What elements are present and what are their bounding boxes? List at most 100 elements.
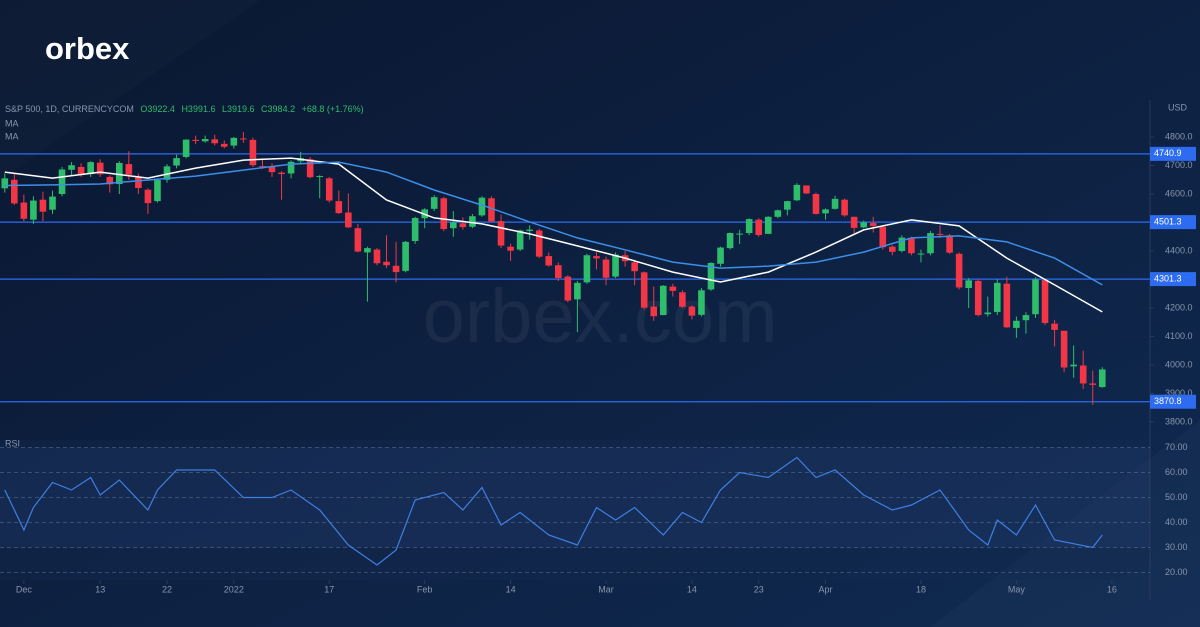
- x-tick-label: May: [1008, 584, 1026, 594]
- x-tick-label: 22: [162, 584, 172, 594]
- y-tick-label: 4000.0: [1165, 359, 1193, 369]
- y-tick-label: 50.00: [1165, 492, 1188, 502]
- rsi-pane: [0, 440, 1150, 580]
- candle-body: [1, 178, 9, 189]
- candle-body: [1022, 315, 1030, 321]
- x-tick-label: 17: [324, 584, 334, 594]
- candle-body: [593, 256, 600, 259]
- ohlc-low: L3919.6: [222, 104, 255, 114]
- candle-body: [154, 180, 161, 202]
- candle-body: [182, 139, 190, 157]
- candle-body: [497, 221, 505, 246]
- candle-body: [450, 222, 457, 229]
- candle-body: [345, 212, 352, 228]
- candle-body: [96, 162, 104, 175]
- candle-body: [822, 209, 829, 214]
- legend-entry: MA: [5, 118, 19, 128]
- candle-body: [1079, 365, 1087, 384]
- candle-body: [850, 216, 858, 228]
- candle-body: [774, 210, 782, 217]
- candle-body: [478, 197, 486, 216]
- candle-body: [230, 137, 238, 146]
- candle-body: [430, 197, 438, 209]
- candle-body: [106, 176, 114, 185]
- level-label-box: [1150, 272, 1196, 287]
- legend-entry: MA: [5, 131, 19, 141]
- candle-body: [869, 223, 877, 226]
- x-tick-label: Dec: [16, 584, 33, 594]
- candle-body: [574, 282, 581, 300]
- candle-body: [220, 143, 228, 147]
- candle-body: [392, 265, 400, 273]
- x-tick-label: 16: [1107, 584, 1117, 594]
- y-tick-label: 20.00: [1165, 567, 1188, 577]
- candle-body: [1060, 330, 1068, 368]
- candle-body: [908, 238, 915, 254]
- candle-body: [764, 216, 772, 234]
- candle-body: [784, 201, 791, 210]
- candle-body: [793, 184, 801, 201]
- candle-body: [49, 196, 56, 210]
- candle-body: [602, 259, 610, 278]
- candle-body: [440, 198, 448, 230]
- ma-line: [4, 157, 1103, 313]
- candle-body: [1089, 383, 1097, 385]
- level-label-box: [1150, 394, 1196, 409]
- candle-body: [879, 226, 887, 248]
- candle-body: [803, 185, 810, 194]
- candle-body: [240, 138, 247, 140]
- candle-body: [354, 228, 362, 252]
- watermark: orbex.com: [423, 274, 778, 359]
- candle-body: [325, 178, 333, 201]
- candle-body: [564, 276, 572, 301]
- candle-body: [306, 159, 314, 178]
- candle-body: [364, 248, 371, 253]
- y-tick-label: 3800.0: [1165, 416, 1193, 426]
- candle-body: [135, 176, 142, 189]
- candle-body: [1013, 320, 1020, 328]
- candle-body: [917, 253, 925, 255]
- candle-body: [554, 265, 562, 279]
- x-tick-label: Apr: [819, 584, 833, 594]
- candle-body: [650, 306, 658, 317]
- candle-body: [860, 222, 867, 228]
- x-tick-label: 14: [687, 584, 697, 594]
- candle-body: [1070, 364, 1077, 367]
- candle-body: [994, 282, 1001, 312]
- y-tick-label: 4600.0: [1165, 188, 1193, 198]
- y-tick-label: 30.00: [1165, 542, 1188, 552]
- candle-body: [20, 202, 28, 219]
- candle-body: [841, 199, 848, 216]
- candle-body: [545, 256, 553, 266]
- candle-body: [383, 261, 390, 266]
- ma-line: [4, 161, 1103, 286]
- y-tick-label: 4200.0: [1165, 302, 1193, 312]
- candle-body: [259, 166, 266, 168]
- candle-body: [201, 139, 209, 142]
- candle-body: [316, 176, 324, 178]
- candle-body: [669, 286, 677, 291]
- candle-body: [631, 262, 638, 272]
- candle-body: [459, 223, 467, 228]
- level-label: 4301.3: [1154, 273, 1182, 283]
- candle-body: [898, 237, 906, 251]
- y-tick-label: 4700.0: [1165, 160, 1193, 170]
- candle-body: [488, 198, 495, 222]
- candle-body: [77, 166, 85, 175]
- y-tick-label: 4400.0: [1165, 245, 1193, 255]
- candle-body: [30, 200, 37, 220]
- candle-body: [507, 246, 514, 251]
- candle-body: [745, 219, 753, 234]
- candle-body: [612, 254, 619, 277]
- candle-body: [583, 255, 591, 283]
- candle-body: [411, 217, 419, 242]
- candle-body: [984, 312, 992, 315]
- candle-body: [755, 219, 763, 236]
- candle-body: [889, 246, 896, 252]
- candle-body: [1003, 283, 1011, 328]
- candle-body: [335, 201, 343, 214]
- x-tick-label: 13: [95, 584, 105, 594]
- candle-body: [87, 162, 94, 175]
- y-tick-label: 40.00: [1165, 517, 1188, 527]
